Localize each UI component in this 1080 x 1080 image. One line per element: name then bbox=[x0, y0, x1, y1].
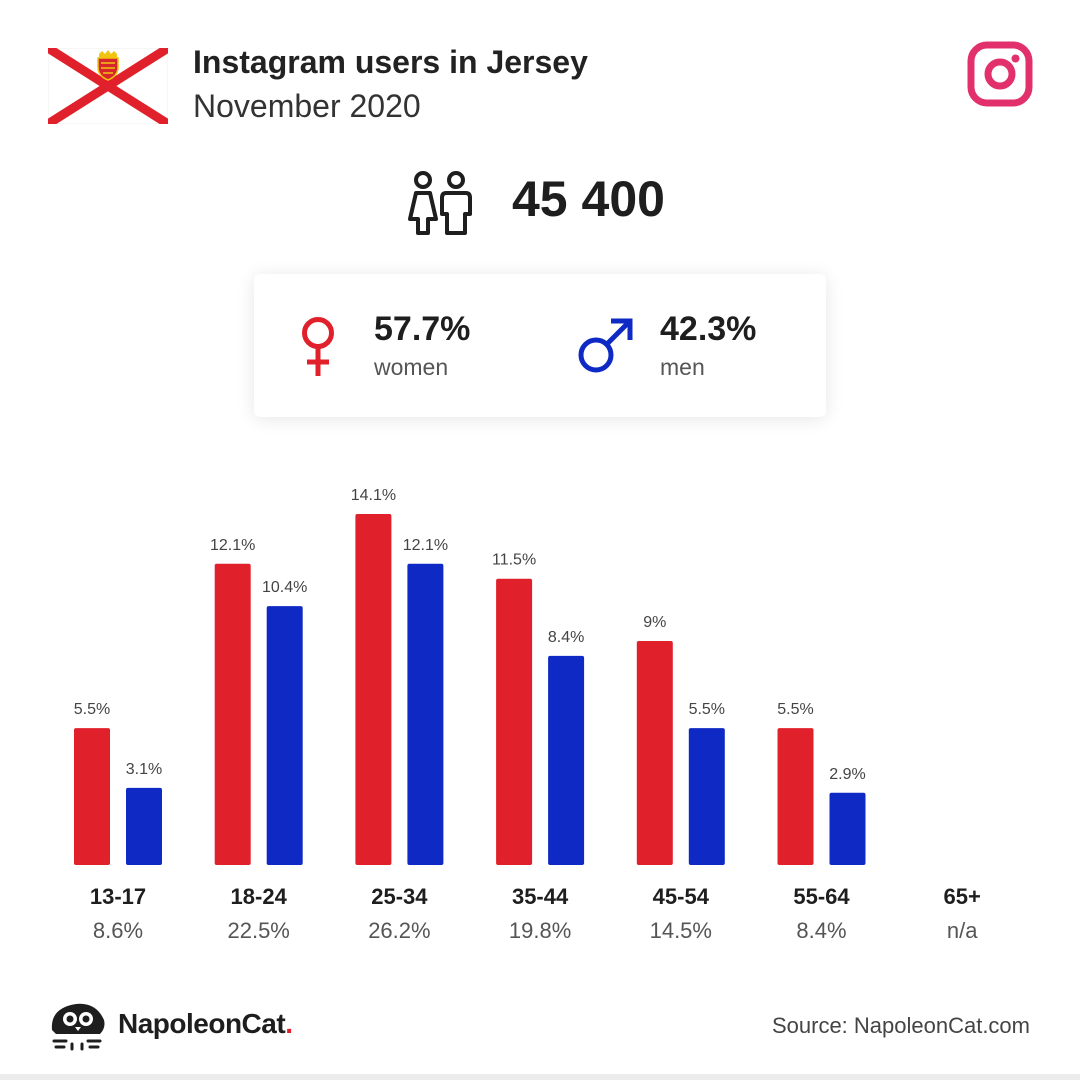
bar-35-44-series-2 bbox=[548, 655, 585, 865]
women-label: women bbox=[374, 354, 449, 380]
brand-name-text: NapoleonCat bbox=[118, 1008, 286, 1039]
data-label-55-64-series-1: 5.5% bbox=[777, 701, 813, 718]
bar-25-34-series-2 bbox=[407, 563, 444, 865]
age-group-share: 19.8% bbox=[508, 918, 572, 943]
napoleoncat-logo-icon bbox=[51, 1003, 105, 1051]
bar-45-54-series-1 bbox=[636, 640, 673, 865]
bar-35-44-series-1 bbox=[496, 578, 533, 865]
bottom-divider bbox=[0, 1074, 1080, 1080]
age-group-label: 55-64 bbox=[793, 884, 850, 909]
men-label: men bbox=[660, 354, 705, 380]
age-group-label: 25-34 bbox=[371, 884, 428, 909]
chart-subtitle: November 2020 bbox=[193, 88, 421, 124]
bar-25-34-series-1 bbox=[355, 514, 392, 865]
age-group-share: 22.5% bbox=[227, 918, 290, 943]
bar-13-17-series-2 bbox=[126, 787, 162, 865]
age-group-share: 8.6% bbox=[92, 918, 144, 943]
data-label-13-17-series-2: 3.1% bbox=[126, 761, 162, 778]
data-label-45-54-series-1: 9% bbox=[643, 614, 666, 631]
age-group-label: 45-54 bbox=[652, 884, 709, 909]
jersey-flag-icon bbox=[48, 48, 168, 124]
age-group-label: 13-17 bbox=[89, 884, 147, 909]
total-users: 45 400 bbox=[512, 171, 665, 227]
gender-card bbox=[254, 274, 826, 417]
age-group-label: 65+ bbox=[943, 884, 981, 909]
age-group-share: n/a bbox=[946, 918, 978, 943]
bar-18-24-series-1 bbox=[214, 563, 251, 865]
bar-18-24-series-2 bbox=[266, 606, 303, 865]
brand-dot: . bbox=[285, 1008, 293, 1039]
brand-name: NapoleonCat. bbox=[118, 1008, 293, 1040]
age-group-label: 18-24 bbox=[230, 884, 287, 909]
female-symbol-icon bbox=[302, 317, 334, 376]
age-bar-chart: 5.5% 3.1% 12.1% 10.4% 14.1% 12.1% 11.5% 8.4% 9% 5… bbox=[74, 487, 866, 865]
data-label-45-54-series-2: 5.5% bbox=[689, 701, 725, 718]
chart-title: Instagram users in Jersey bbox=[193, 44, 588, 80]
men-percentage: 42.3% bbox=[660, 310, 757, 348]
data-label-13-17-series-1: 5.5% bbox=[74, 701, 110, 718]
instagram-icon bbox=[967, 41, 1033, 107]
data-label-35-44-series-2: 8.4% bbox=[548, 629, 584, 646]
bar-55-64-series-1 bbox=[777, 728, 814, 865]
male-symbol-icon bbox=[578, 318, 633, 373]
data-label-35-44-series-1: 11.5% bbox=[492, 552, 536, 569]
data-label-25-34-series-2: 12.1% bbox=[403, 537, 448, 554]
bar-13-17-series-1 bbox=[74, 728, 110, 865]
people-icon bbox=[408, 171, 472, 235]
data-label-25-34-series-1: 14.1% bbox=[351, 487, 396, 504]
data-label-18-24-series-1: 12.1% bbox=[210, 537, 255, 554]
age-group-label: 35-44 bbox=[511, 884, 569, 909]
age-group-share: 14.5% bbox=[649, 918, 712, 943]
source-note: Source: NapoleonCat.com bbox=[771, 1013, 1030, 1038]
age-group-share: 26.2% bbox=[368, 918, 431, 943]
age-group-share: 8.4% bbox=[796, 918, 847, 943]
data-label-18-24-series-2: 10.4% bbox=[262, 579, 307, 596]
women-percentage: 57.7% bbox=[374, 310, 471, 348]
data-label-55-64-series-2: 2.9% bbox=[829, 766, 865, 783]
bar-55-64-series-2 bbox=[829, 792, 866, 865]
bar-45-54-series-2 bbox=[688, 728, 725, 865]
